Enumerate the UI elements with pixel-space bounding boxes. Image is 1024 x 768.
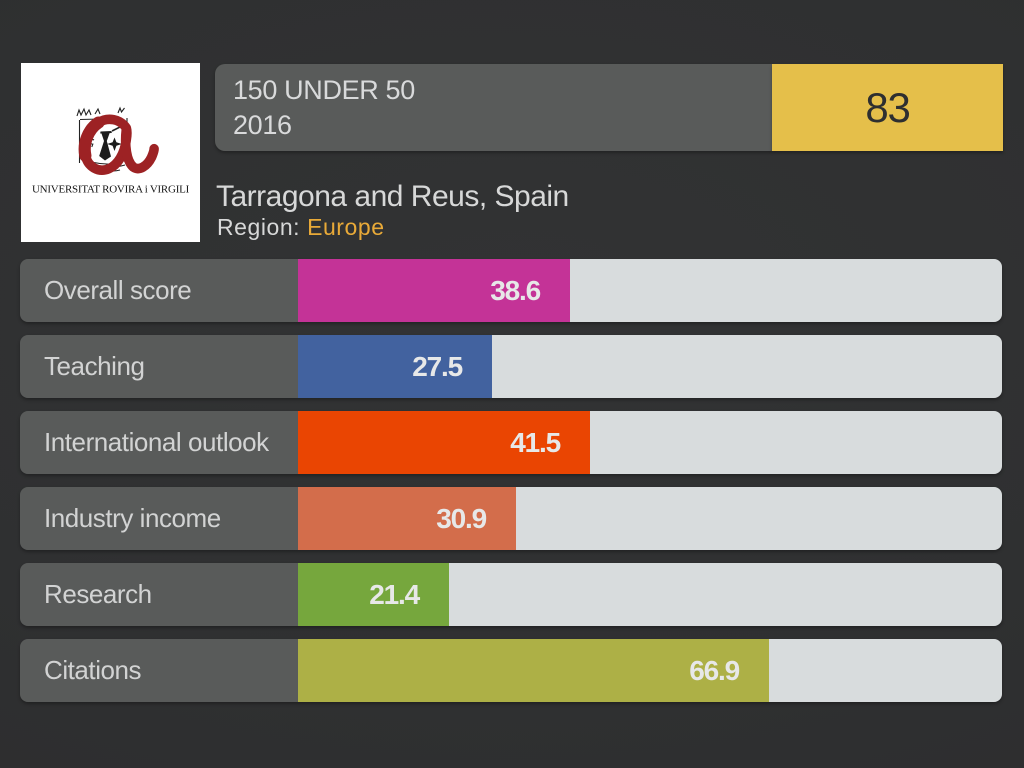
svg-text:UNIVERSITAT ROVIRA i VIRGILI: UNIVERSITAT ROVIRA i VIRGILI <box>32 184 190 196</box>
